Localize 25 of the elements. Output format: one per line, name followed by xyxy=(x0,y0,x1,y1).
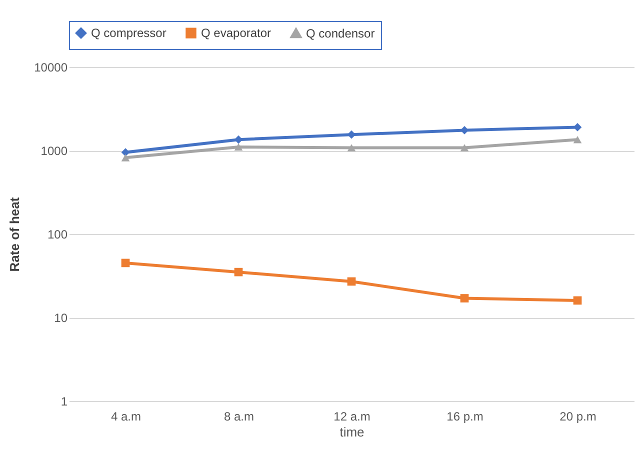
y-tick-label: 100 xyxy=(47,228,68,242)
point xyxy=(121,258,130,268)
point xyxy=(234,143,243,151)
point xyxy=(460,144,469,152)
legend-label: Q condensor xyxy=(306,26,375,40)
point xyxy=(573,136,582,144)
y-tick-label: 1 xyxy=(60,394,68,408)
y-axis-title: Rate of heat xyxy=(7,196,22,272)
legend-label: Q evaporator xyxy=(201,26,272,40)
point xyxy=(121,154,130,162)
legend-label: Q compressor xyxy=(91,26,166,40)
point xyxy=(347,277,356,286)
point xyxy=(460,294,469,302)
point xyxy=(347,144,356,152)
x-tick-label: 12 a.m xyxy=(334,410,370,424)
x-tick-label: 4 a.m xyxy=(110,410,142,424)
y-tick-label: 10 xyxy=(54,311,68,325)
x-tick-label: 8 a.m xyxy=(224,410,254,424)
x-tick-label: 20 p.m xyxy=(560,410,596,424)
x-axis-title: time xyxy=(340,424,364,440)
y-tick-label: 10000 xyxy=(34,60,68,74)
point xyxy=(234,268,243,276)
x-tick-label: 16 p.m xyxy=(446,410,484,424)
point xyxy=(573,296,582,305)
y-tick-label: 1000 xyxy=(40,144,68,158)
